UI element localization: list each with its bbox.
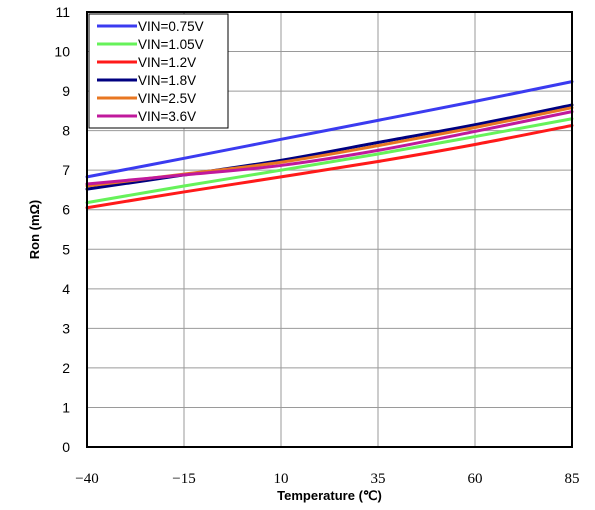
legend-label: VIN=1.8V — [138, 73, 196, 88]
x-tick-label: 60 — [468, 471, 483, 487]
legend-label: VIN=1.05V — [138, 37, 204, 52]
legend-box — [88, 13, 229, 129]
y-tick-label: 11 — [55, 4, 70, 20]
legend-label: VIN=2.5V — [138, 91, 196, 106]
legend-label: VIN=0.75V — [138, 19, 204, 34]
y-tick-label: 10 — [54, 44, 70, 60]
y-tick-label: 2 — [62, 360, 70, 376]
x-axis-label: Temperature (℃) — [277, 488, 382, 503]
x-tick-label: 85 — [565, 471, 580, 487]
y-tick-label: 5 — [62, 241, 70, 257]
series-line — [85, 80, 574, 179]
series-line — [85, 123, 574, 210]
y-tick-label: 0 — [62, 439, 70, 455]
y-axis-label: Ron (mΩ) — [27, 200, 42, 260]
x-tick-label: −15 — [172, 471, 195, 487]
legend-label: VIN=1.2V — [138, 55, 196, 70]
series-line — [85, 117, 574, 205]
legend: VIN=0.75V VIN=1.05V VIN=1.2V VIN=1.8V VIN=2.… — [88, 13, 229, 129]
x-tick-label: 35 — [371, 471, 386, 487]
x-tick-label: −40 — [75, 471, 98, 487]
y-tick-label: 9 — [62, 83, 70, 99]
x-tick-label: 10 — [274, 471, 289, 487]
x-tick-labels: −40 −15 10 35 60 85 — [75, 471, 579, 487]
y-tick-label: 1 — [62, 399, 70, 415]
series-lines — [85, 80, 574, 210]
y-tick-labels: 0 1 2 3 4 5 6 7 8 9 10 11 — [54, 4, 70, 455]
grid — [87, 12, 572, 447]
y-tick-label: 7 — [62, 162, 70, 178]
legend-label: VIN=3.6V — [138, 109, 196, 124]
y-tick-label: 3 — [62, 320, 70, 336]
y-tick-label: 6 — [62, 202, 70, 218]
y-tick-label: 8 — [62, 123, 70, 139]
series-line — [85, 110, 574, 186]
plot-frame — [86, 11, 573, 448]
y-tick-label: 4 — [62, 281, 70, 297]
